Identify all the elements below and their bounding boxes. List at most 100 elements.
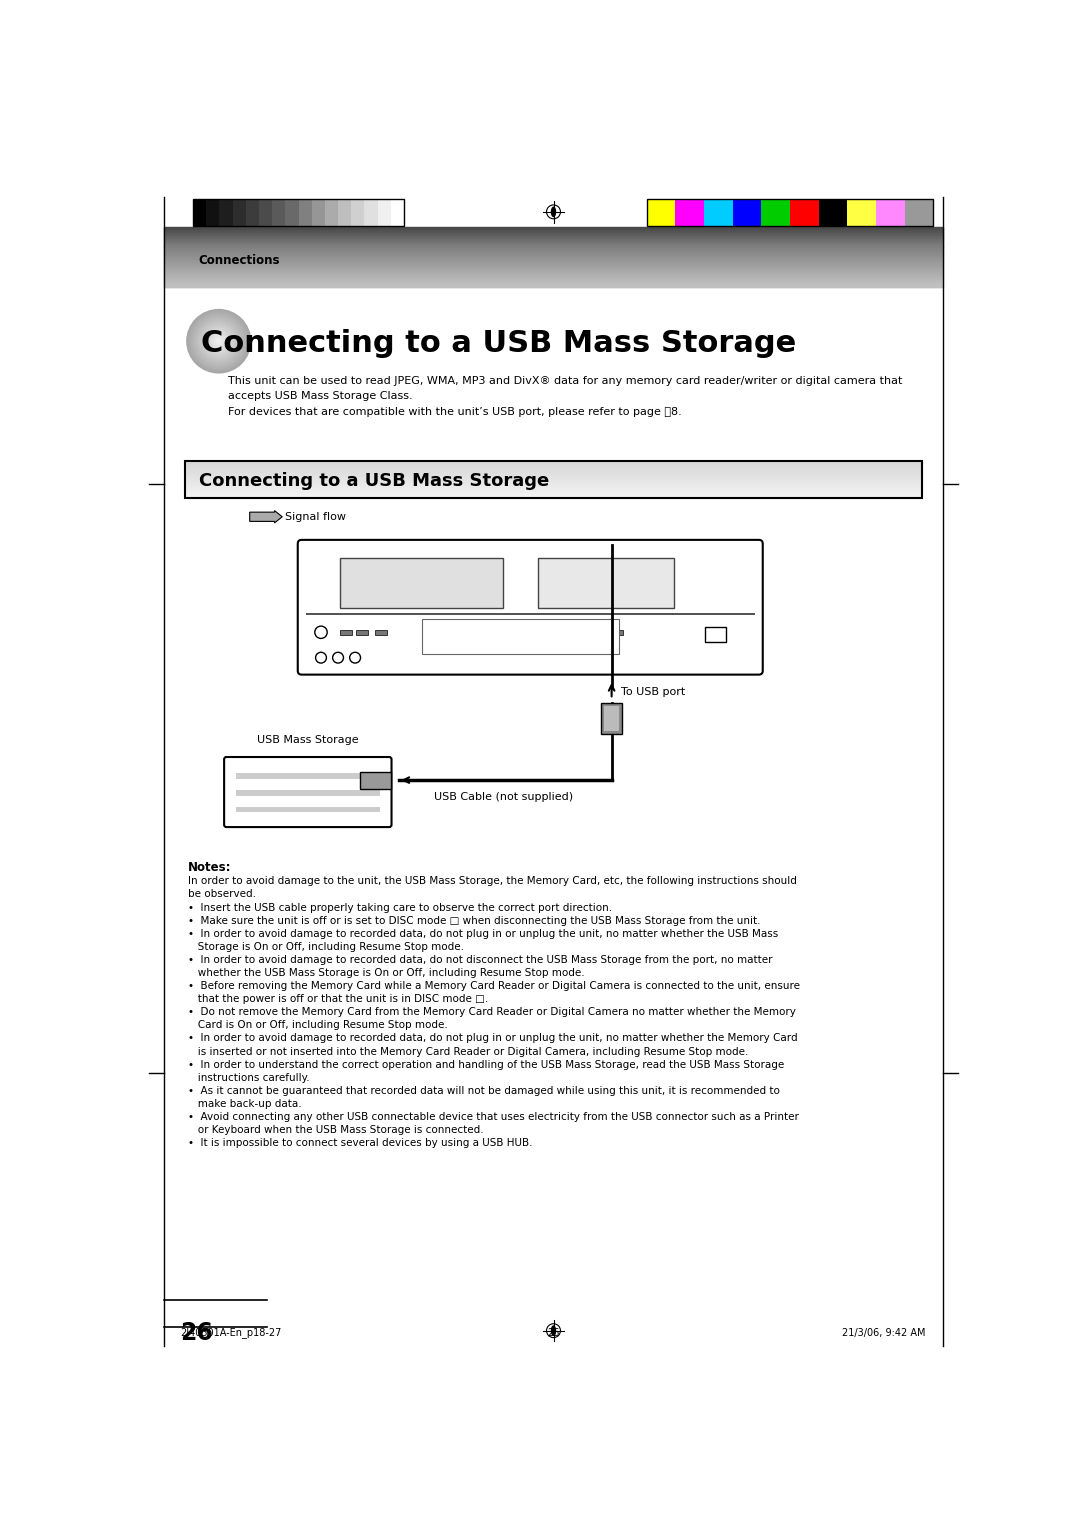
Bar bbox=[391, 199, 404, 226]
Bar bbox=[704, 199, 732, 226]
Bar bbox=[905, 199, 933, 226]
Bar bbox=[235, 790, 380, 796]
Bar bbox=[338, 199, 351, 226]
Circle shape bbox=[208, 332, 229, 351]
Bar bbox=[232, 199, 246, 226]
Bar bbox=[285, 199, 298, 226]
Circle shape bbox=[204, 327, 233, 356]
Text: accepts USB Mass Storage Class.: accepts USB Mass Storage Class. bbox=[228, 391, 413, 402]
Text: be observed.: be observed. bbox=[188, 889, 256, 900]
Bar bbox=[246, 199, 259, 226]
Circle shape bbox=[198, 321, 240, 362]
Circle shape bbox=[207, 330, 230, 351]
Bar bbox=[375, 630, 387, 634]
Bar bbox=[235, 773, 380, 779]
Text: •  In order to avoid damage to recorded data, do not plug in or unplug the unit,: • In order to avoid damage to recorded d… bbox=[188, 1033, 797, 1044]
Circle shape bbox=[202, 324, 235, 358]
Bar bbox=[704, 626, 727, 642]
Bar bbox=[360, 772, 391, 788]
Circle shape bbox=[213, 335, 225, 347]
Bar bbox=[542, 630, 557, 634]
Text: •  In order to avoid damage to recorded data, do not plug in or unplug the unit,: • In order to avoid damage to recorded d… bbox=[188, 929, 778, 938]
Text: make back-up data.: make back-up data. bbox=[188, 1099, 301, 1109]
Circle shape bbox=[195, 318, 242, 364]
Text: Connecting to a USB Mass Storage: Connecting to a USB Mass Storage bbox=[200, 472, 550, 489]
Circle shape bbox=[192, 315, 245, 367]
FancyArrow shape bbox=[249, 510, 282, 523]
Text: •  In order to avoid damage to recorded data, do not disconnect the USB Mass Sto: • In order to avoid damage to recorded d… bbox=[188, 955, 772, 964]
Text: 26: 26 bbox=[180, 1320, 213, 1345]
Ellipse shape bbox=[551, 206, 556, 217]
Text: •  It is impossible to connect several devices by using a USB HUB.: • It is impossible to connect several de… bbox=[188, 1138, 532, 1148]
Circle shape bbox=[193, 316, 244, 367]
Circle shape bbox=[516, 626, 529, 639]
Text: To USB port: To USB port bbox=[621, 686, 685, 697]
Text: •  Insert the USB cable properly taking care to observe the correct port directi: • Insert the USB cable properly taking c… bbox=[188, 903, 612, 912]
Text: •  Avoid connecting any other USB connectable device that uses electricity from : • Avoid connecting any other USB connect… bbox=[188, 1112, 798, 1122]
Bar bbox=[847, 199, 876, 226]
Bar bbox=[351, 199, 364, 226]
FancyBboxPatch shape bbox=[298, 539, 762, 675]
Bar bbox=[259, 199, 272, 226]
Circle shape bbox=[217, 339, 220, 342]
Circle shape bbox=[197, 319, 241, 362]
Circle shape bbox=[314, 626, 327, 639]
Circle shape bbox=[213, 336, 225, 347]
Circle shape bbox=[201, 324, 237, 359]
Circle shape bbox=[191, 313, 246, 368]
Circle shape bbox=[350, 652, 361, 663]
Ellipse shape bbox=[551, 1325, 556, 1335]
Bar bbox=[306, 613, 755, 614]
Circle shape bbox=[197, 319, 241, 364]
Bar bbox=[235, 807, 380, 813]
Text: is inserted or not inserted into the Memory Card Reader or Digital Camera, inclu: is inserted or not inserted into the Mem… bbox=[188, 1047, 748, 1056]
Circle shape bbox=[205, 329, 232, 354]
Circle shape bbox=[186, 309, 252, 373]
Bar bbox=[378, 199, 391, 226]
Bar bbox=[584, 630, 600, 634]
Circle shape bbox=[216, 338, 221, 344]
Text: whether the USB Mass Storage is On or Off, including Resume Stop mode.: whether the USB Mass Storage is On or Of… bbox=[188, 969, 584, 978]
FancyBboxPatch shape bbox=[225, 756, 392, 827]
Circle shape bbox=[205, 327, 232, 354]
Bar bbox=[876, 199, 905, 226]
Circle shape bbox=[333, 652, 343, 663]
Bar bbox=[193, 199, 404, 226]
Circle shape bbox=[214, 336, 224, 345]
Circle shape bbox=[218, 341, 219, 342]
Text: Connections: Connections bbox=[199, 254, 280, 267]
Circle shape bbox=[190, 313, 247, 370]
Text: For devices that are compatible with the unit’s USB port, please refer to page : For devices that are compatible with the… bbox=[228, 406, 681, 417]
Bar bbox=[675, 199, 704, 226]
Circle shape bbox=[194, 316, 243, 365]
Circle shape bbox=[200, 322, 238, 359]
Circle shape bbox=[200, 322, 238, 361]
Text: USB Cable (not supplied): USB Cable (not supplied) bbox=[433, 792, 572, 802]
Bar bbox=[193, 199, 206, 226]
Bar bbox=[604, 706, 619, 730]
Text: Notes:: Notes: bbox=[188, 860, 231, 874]
Text: 2I40301A-En_p18-27: 2I40301A-En_p18-27 bbox=[180, 1328, 281, 1339]
Circle shape bbox=[191, 315, 246, 368]
Circle shape bbox=[188, 310, 249, 371]
Circle shape bbox=[199, 321, 239, 361]
Text: •  Make sure the unit is off or is set to DISC mode □ when disconnecting the USB: • Make sure the unit is off or is set to… bbox=[188, 915, 760, 926]
Bar bbox=[340, 630, 352, 634]
Bar bbox=[647, 199, 933, 226]
Bar bbox=[186, 460, 921, 498]
Circle shape bbox=[211, 333, 227, 350]
Bar bbox=[608, 630, 623, 634]
Bar bbox=[819, 199, 847, 226]
Text: Storage is On or Off, including Resume Stop mode.: Storage is On or Off, including Resume S… bbox=[188, 941, 463, 952]
Text: Connecting to a USB Mass Storage: Connecting to a USB Mass Storage bbox=[201, 329, 796, 358]
Bar bbox=[356, 630, 367, 634]
Circle shape bbox=[210, 332, 228, 350]
Circle shape bbox=[216, 339, 221, 344]
Bar bbox=[219, 199, 232, 226]
Text: Signal flow: Signal flow bbox=[285, 512, 347, 521]
Circle shape bbox=[212, 335, 226, 348]
Circle shape bbox=[207, 330, 230, 353]
Bar bbox=[272, 199, 285, 226]
Text: •  Before removing the Memory Card while a Memory Card Reader or Digital Camera : • Before removing the Memory Card while … bbox=[188, 981, 799, 992]
Text: Card is On or Off, including Resume Stop mode.: Card is On or Off, including Resume Stop… bbox=[188, 1021, 447, 1030]
